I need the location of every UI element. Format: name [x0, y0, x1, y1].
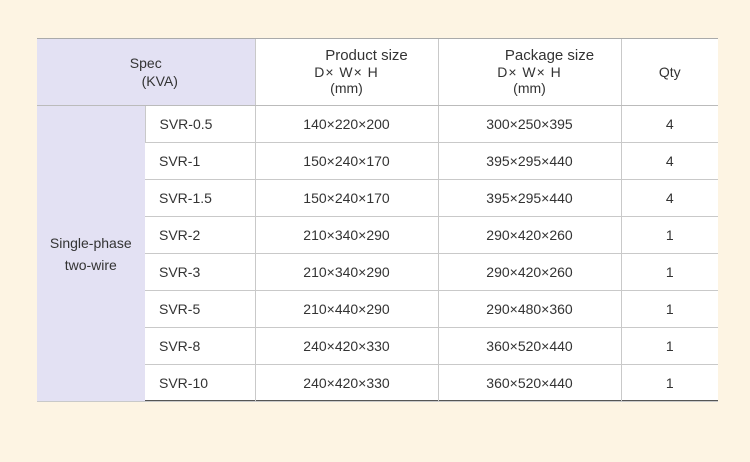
package-size-unit: (mm) [513, 80, 546, 96]
table-row: SVR-3 210×340×290 290×420×260 1 [37, 253, 718, 291]
package-size-cell: 395×295×440 [437, 142, 621, 180]
product-size-header: Product size D× W× H (mm) [254, 39, 438, 106]
qty-cell: 1 [620, 364, 718, 402]
table-header-row: Spec (KVA) Product size D× W× H (mm) Pac… [37, 39, 718, 106]
table-row: SVR-1 150×240×170 395×295×440 4 [37, 142, 718, 180]
table-row: SVR-2 210×340×290 290×420×260 1 [37, 216, 718, 254]
package-size-cell: 290×480×360 [437, 290, 621, 328]
qty-cell: 1 [620, 290, 718, 328]
model-cell: SVR-2 [145, 216, 255, 254]
qty-cell: 4 [620, 105, 718, 143]
product-size-unit: (mm) [330, 80, 363, 96]
qty-cell: 1 [620, 253, 718, 291]
spec-header: Spec (KVA) [37, 39, 255, 106]
product-size-cell: 150×240×170 [254, 142, 438, 180]
product-size-cell: 240×420×330 [254, 327, 438, 365]
qty-header: Qty [620, 39, 718, 106]
spec-table-frame: Spec (KVA) Product size D× W× H (mm) Pac… [37, 38, 718, 402]
table-row: SVR-5 210×440×290 290×480×360 1 [37, 290, 718, 328]
product-size-dims: D× W× H [314, 64, 379, 80]
table-row: SVR-8 240×420×330 360×520×440 1 [37, 327, 718, 365]
product-size-cell: 140×220×200 [254, 105, 438, 143]
product-size-cell: 210×340×290 [254, 216, 438, 254]
package-size-dims: D× W× H [497, 64, 562, 80]
package-size-cell: 300×250×395 [437, 105, 621, 143]
phase-group-line2: two-wire [64, 256, 117, 273]
table-row: SVR-10 240×420×330 360×520×440 1 [37, 364, 718, 402]
model-cell: SVR-1.5 [145, 179, 255, 217]
model-cell: SVR-10 [145, 364, 255, 402]
table-row: Single-phase two-wire SVR-0.5 140×220×20… [37, 105, 718, 402]
table-row: SVR-1.5 150×240×170 395×295×440 4 [37, 179, 718, 217]
package-size-cell: 395×295×440 [437, 179, 621, 217]
model-cell: SVR-0.5 [144, 105, 255, 143]
package-size-header: Package size D× W× H (mm) [437, 39, 621, 106]
qty-cell: 1 [620, 327, 718, 365]
product-size-title: Product size [325, 47, 408, 64]
phase-group-line1: Single-phase [49, 234, 132, 251]
package-size-cell: 360×520×440 [437, 327, 621, 365]
product-size-cell: 210×340×290 [254, 253, 438, 291]
package-size-cell: 360×520×440 [437, 364, 621, 402]
model-cell: SVR-8 [145, 327, 255, 365]
package-size-title: Package size [504, 47, 595, 64]
qty-cell: 4 [620, 142, 718, 180]
qty-cell: 1 [620, 216, 718, 254]
spec-table: Spec (KVA) Product size D× W× H (mm) Pac… [37, 39, 718, 402]
model-cell: SVR-1 [145, 142, 255, 180]
spec-header-line2: (KVA) [141, 73, 178, 89]
phase-group-cell: Single-phase two-wire [37, 105, 145, 402]
model-cell: SVR-3 [145, 253, 255, 291]
package-size-cell: 290×420×260 [437, 253, 621, 291]
model-cell: SVR-5 [145, 290, 255, 328]
product-size-cell: 150×240×170 [254, 179, 438, 217]
product-size-cell: 240×420×330 [254, 364, 438, 402]
package-size-cell: 290×420×260 [437, 216, 621, 254]
spec-header-line1: Spec [129, 55, 162, 71]
qty-cell: 4 [620, 179, 718, 217]
product-size-cell: 210×440×290 [254, 290, 438, 328]
